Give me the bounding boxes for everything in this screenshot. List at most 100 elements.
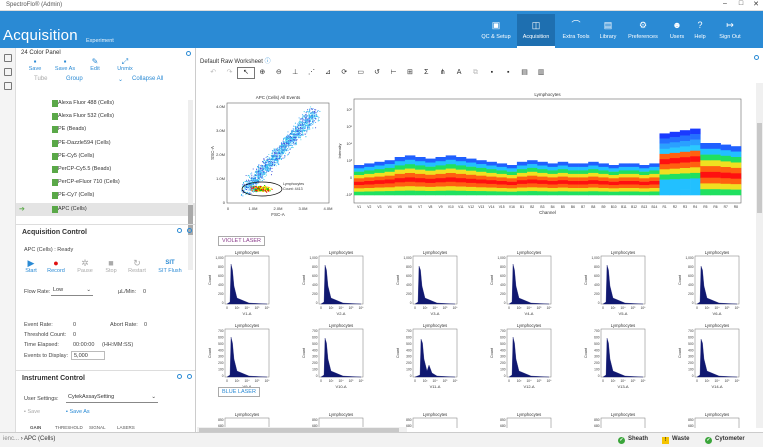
- tube-button[interactable]: Tube: [34, 76, 48, 82]
- spectrum-band: [425, 178, 436, 184]
- scatter-y-tick: 2.0M: [216, 152, 225, 157]
- scatter-point: [309, 124, 311, 126]
- save-worksheet-icon[interactable]: ▪: [490, 69, 494, 76]
- tree-item[interactable]: PE (Beads): [16, 123, 195, 136]
- zoom-in-icon[interactable]: ⊕: [259, 69, 266, 76]
- users-button[interactable]: ☻ Users: [669, 20, 685, 41]
- scatter-point: [267, 167, 269, 169]
- hierarchy-icon[interactable]: ⋔: [439, 69, 446, 76]
- tree-scrollbar[interactable]: [188, 100, 193, 270]
- sit-flush-button[interactable]: SIT SIT Flush: [156, 258, 184, 274]
- histogram-peak: [696, 338, 738, 378]
- pause-button[interactable]: ✲ Pause: [74, 258, 96, 274]
- extra-tools-button[interactable]: ⌒ Extra Tools: [562, 20, 590, 41]
- polygon-gate-icon[interactable]: ⟳: [341, 69, 348, 76]
- export-icon[interactable]: ▪: [506, 69, 510, 76]
- histogram-frame[interactable]: [318, 417, 364, 428]
- minimize-icon[interactable]: –: [723, 0, 727, 7]
- ellipse-gate-icon[interactable]: ↺: [374, 69, 381, 76]
- panel-settings-icon[interactable]: [186, 51, 191, 56]
- statistics-icon[interactable]: Σ: [424, 69, 429, 76]
- group-button[interactable]: Group: [66, 76, 83, 82]
- worksheet-vscroll[interactable]: [756, 83, 763, 428]
- unmix-button[interactable]: ⤢ Unmix: [110, 57, 140, 75]
- tree-scrollbar-thumb[interactable]: [188, 205, 193, 235]
- worksheet-hscroll[interactable]: [197, 427, 407, 433]
- zoom-out-icon[interactable]: ⊖: [275, 69, 282, 76]
- breadcrumb-current[interactable]: APC (Cells): [24, 436, 56, 442]
- events-to-display-input[interactable]: 5,000: [71, 351, 105, 360]
- instr-save-as-button[interactable]: ▪ Save As: [66, 409, 90, 415]
- print-icon[interactable]: ▤: [521, 69, 528, 76]
- histogram-frame[interactable]: [412, 417, 458, 428]
- qc-setup-button[interactable]: ▣ QC & Setup: [481, 20, 511, 41]
- collapse-all-button[interactable]: Collapse All: [132, 76, 164, 82]
- report-icon[interactable]: ▥: [537, 69, 545, 76]
- save-as-button[interactable]: ▪ Save As: [50, 57, 80, 75]
- histogram-frame[interactable]: [412, 328, 458, 378]
- sign-out-button[interactable]: ↦ Sign Out: [719, 20, 741, 41]
- spectrum-band: [496, 170, 508, 175]
- worksheet-canvas[interactable]: APC (Cells) All Events Lymphocytes Count: …: [197, 83, 755, 428]
- tree-item[interactable]: PerCP-eFluor 710 (Cells): [16, 176, 195, 189]
- tree-item[interactable]: PerCP-Cy5.5 (Beads): [16, 163, 195, 176]
- histogram-frame[interactable]: [506, 417, 552, 428]
- text-icon[interactable]: A: [456, 69, 462, 76]
- help-button[interactable]: ? Help: [694, 20, 706, 41]
- instr-settings-icon[interactable]: [187, 374, 192, 379]
- preferences-button[interactable]: ⚙ Preferences: [628, 20, 658, 41]
- histogram-frame[interactable]: [600, 417, 646, 428]
- worksheet-area: Default Raw Worksheet ⓘ ↶ ↷ ↖ ⊕ ⊖ ⊥ ⋰ ⊿ …: [197, 48, 763, 436]
- library-button[interactable]: ▤ Library: [599, 20, 617, 41]
- scatter-point: [250, 192, 252, 194]
- histogram-frame[interactable]: [694, 417, 740, 428]
- maximize-icon[interactable]: □: [738, 0, 744, 7]
- experiment-icon[interactable]: [3, 54, 12, 62]
- tree-icon[interactable]: [3, 82, 12, 90]
- lymphocytes-gate[interactable]: [241, 181, 283, 197]
- worksheet-hscroll-thumb[interactable]: [199, 428, 399, 432]
- histogram-frame[interactable]: [224, 417, 270, 428]
- spectrum-channel-tick: R6: [713, 205, 717, 209]
- tab-lasers[interactable]: LASERS: [117, 425, 135, 430]
- spectrum-band: [598, 191, 609, 196]
- histogram-icon[interactable]: ⊥: [292, 69, 299, 76]
- copy-icon[interactable]: ⧉: [472, 69, 478, 76]
- worksheet-icon[interactable]: [3, 68, 12, 76]
- acquisition-button[interactable]: ◫ Acquisition: [517, 14, 555, 48]
- instr-save-button[interactable]: ▪ Save: [24, 409, 41, 415]
- save-button[interactable]: ▪ Save: [20, 57, 50, 75]
- popout-icon[interactable]: [177, 374, 182, 379]
- tree-item[interactable]: PE-Cy7 (Cells): [16, 189, 195, 202]
- start-button[interactable]: ▶ Start: [21, 258, 41, 274]
- undo-icon[interactable]: ↶: [210, 69, 217, 76]
- close-icon[interactable]: ✕: [753, 1, 759, 8]
- interval-gate-icon[interactable]: ⊢: [390, 69, 397, 76]
- tree-item[interactable]: ➔ APC (Cells): [16, 202, 195, 216]
- stop-button[interactable]: ■ Stop: [101, 258, 121, 274]
- spectrum-band: [649, 166, 660, 171]
- restart-button[interactable]: ↻ Restart: [124, 258, 150, 274]
- tab-gain[interactable]: GAIN: [30, 425, 42, 430]
- pointer-icon[interactable]: ↖: [236, 67, 256, 79]
- worksheet-vscroll-thumb[interactable]: [757, 123, 762, 213]
- acq-settings-icon[interactable]: [187, 228, 192, 233]
- tab-signal[interactable]: SIGNAL: [89, 425, 106, 430]
- edit-button[interactable]: ✎ Edit: [80, 57, 110, 75]
- rectangle-gate-icon[interactable]: ▭: [357, 69, 365, 76]
- worksheet-settings-icon[interactable]: [754, 55, 759, 60]
- tree-item[interactable]: Alexa Fluor 488 (Cells): [16, 97, 195, 110]
- user-settings-select[interactable]: CytekAssaySetting ⌄: [66, 394, 158, 403]
- record-button[interactable]: ● Record: [44, 258, 68, 274]
- tree-item[interactable]: PE-Dazzle594 (Cells): [16, 137, 195, 150]
- density-plot-icon[interactable]: ⊿: [324, 69, 331, 76]
- flow-rate-select[interactable]: Low ⌄: [51, 287, 93, 296]
- histogram-x-tick: 10⁵: [443, 379, 449, 383]
- tab-threshold[interactable]: THRESHOLD: [55, 425, 83, 430]
- tree-item[interactable]: PE-Cy5 (Cells): [16, 150, 195, 163]
- dot-plot-icon[interactable]: ⋰: [308, 69, 316, 76]
- popout-icon[interactable]: [177, 228, 182, 233]
- quadrant-gate-icon[interactable]: ⊞: [406, 69, 413, 76]
- tree-item[interactable]: Alexa Fluor 532 (Cells): [16, 110, 195, 123]
- redo-icon[interactable]: ↷: [226, 69, 233, 76]
